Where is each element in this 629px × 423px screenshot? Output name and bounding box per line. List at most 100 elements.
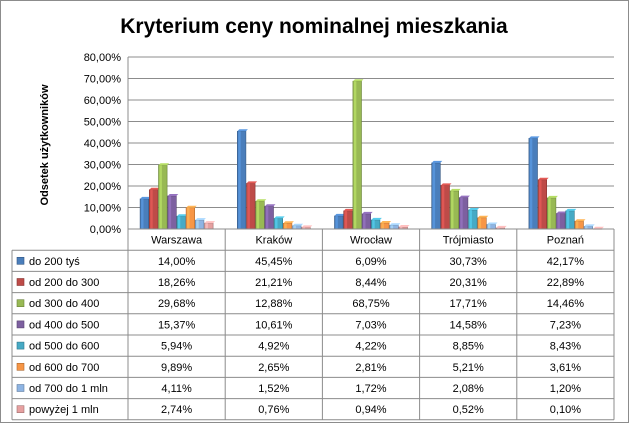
bar-highlight (557, 213, 560, 229)
bar-top (371, 217, 382, 220)
bar-highlight (487, 224, 491, 229)
y-tick-label: 40,00% (84, 138, 122, 150)
bar-top (204, 221, 216, 224)
category-label: Wrocław (350, 235, 392, 247)
bar-highlight (256, 201, 260, 229)
bar-highlight (529, 138, 533, 229)
bar-top (362, 211, 373, 214)
data-cell: 14,00% (158, 256, 196, 268)
bar-highlight (548, 197, 551, 229)
data-cell: 4,22% (355, 341, 386, 353)
series-name: od 700 do 1 mln (29, 383, 108, 395)
y-tick-label: 70,00% (84, 74, 122, 86)
bar (468, 207, 480, 230)
bar-top (450, 188, 461, 191)
data-cell: 2,65% (258, 362, 289, 374)
category-label: Trójmiasto (443, 235, 494, 247)
bar-top (301, 225, 313, 228)
y-tick-label: 10,00% (84, 203, 122, 215)
bar-highlight (159, 165, 162, 229)
bar-top (547, 195, 558, 198)
data-cell: 2,81% (355, 362, 386, 374)
bar (282, 221, 294, 230)
y-tick-label: 0,00% (90, 224, 121, 236)
data-cell: 7,23% (550, 319, 581, 331)
legend-key (16, 341, 25, 350)
bar-top (274, 216, 285, 219)
bar-top (158, 163, 170, 166)
bar-top (440, 183, 452, 186)
data-cell: 10,61% (255, 319, 293, 331)
category-label: Kraków (255, 235, 292, 247)
data-cell: 42,17% (547, 256, 585, 268)
bar-highlight (284, 223, 287, 229)
data-cell: 1,52% (258, 383, 289, 395)
series-name: powyżej 1 mln (29, 404, 99, 416)
bar-top (292, 223, 304, 226)
bar-highlight (460, 197, 463, 229)
legend-key (16, 384, 25, 392)
bar-highlight (205, 223, 208, 229)
bar-highlight (353, 81, 357, 229)
bar-top (486, 222, 498, 225)
bar-highlight (344, 210, 348, 229)
series-name: od 500 do 600 (29, 341, 99, 353)
bar (583, 224, 595, 230)
data-cell: 30,73% (450, 256, 488, 268)
bar-highlight (478, 217, 482, 229)
bar-top (574, 219, 586, 222)
legend-key (16, 320, 25, 329)
bar-top (352, 79, 364, 82)
data-cell: 45,45% (255, 256, 293, 268)
bar-highlight (469, 209, 472, 229)
bar (273, 216, 285, 230)
bar-highlight (275, 218, 278, 229)
bar-top (176, 214, 188, 217)
data-cell: 1,20% (550, 383, 581, 395)
bar-highlight (441, 185, 445, 229)
data-cell: 3,61% (550, 362, 581, 374)
bar-top (283, 221, 294, 224)
bar-highlight (177, 216, 181, 229)
bar-highlight (141, 198, 144, 229)
bar-top (237, 129, 248, 132)
bar (574, 219, 586, 230)
data-cell: 9,89% (161, 362, 192, 374)
data-cell: 17,71% (450, 298, 488, 310)
legend-key (16, 362, 25, 371)
data-cell: 15,37% (158, 319, 196, 331)
data-cell: 8,43% (550, 341, 581, 353)
category-label: Warszawa (151, 235, 203, 247)
bar-highlight (539, 179, 542, 229)
bar-top (538, 177, 549, 180)
bars-group (139, 79, 604, 230)
data-cell: 8,85% (453, 341, 484, 353)
bar-top (477, 215, 489, 218)
bar-top (398, 224, 410, 227)
bar-top (167, 193, 179, 196)
bar-highlight (150, 189, 153, 229)
data-cell: 14,58% (450, 319, 488, 331)
bar-top (195, 218, 206, 221)
series-name: od 600 do 700 (29, 362, 99, 374)
bar-highlight (585, 226, 588, 229)
data-cell: 4,92% (258, 341, 289, 353)
bar-highlight (363, 213, 366, 229)
data-cell: 18,26% (158, 277, 196, 289)
data-cell: 68,75% (352, 298, 390, 310)
series-name: od 400 do 500 (29, 319, 99, 331)
data-cell: 6,09% (355, 256, 386, 268)
data-cell: 2,74% (161, 404, 192, 416)
bar-highlight (390, 225, 394, 229)
chart-title: Kryterium ceny nominalnej mieszkania (120, 15, 508, 38)
data-cell: 12,88% (255, 298, 293, 310)
category-label: Poznań (547, 235, 584, 247)
bar-highlight (497, 227, 500, 229)
bar-highlight (399, 226, 403, 229)
bar (398, 224, 410, 230)
bar-highlight (432, 162, 436, 229)
bar-highlight (265, 206, 269, 229)
data-cell: 8,44% (355, 277, 386, 289)
bar-highlight (168, 195, 172, 229)
y-tick-label: 30,00% (84, 160, 122, 172)
